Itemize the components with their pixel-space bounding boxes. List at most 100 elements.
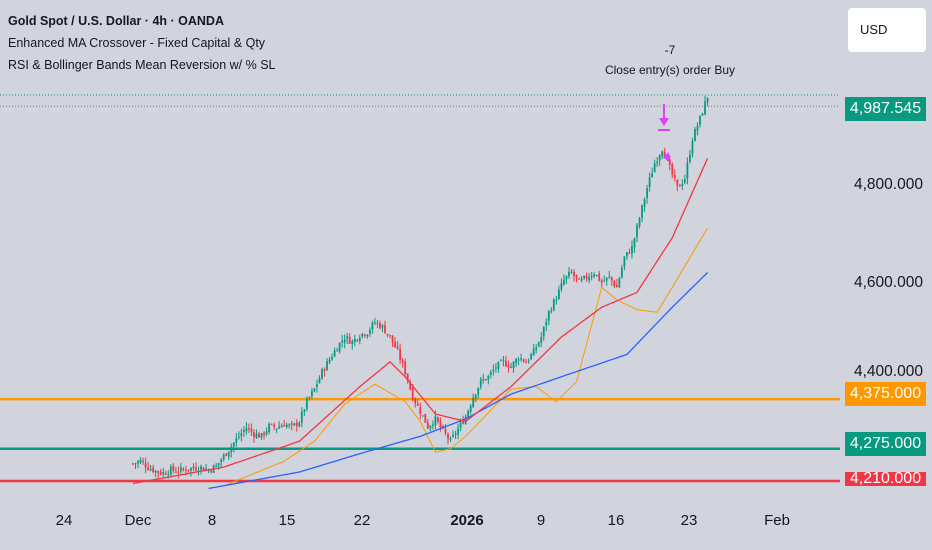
candle-body	[225, 453, 228, 456]
candle-body	[336, 350, 339, 352]
candle-body	[653, 163, 656, 173]
price-label: 4,800.000	[854, 176, 923, 193]
candle-body	[348, 336, 351, 344]
candle-body	[376, 322, 379, 324]
candle-body	[305, 398, 308, 410]
candle-body	[278, 426, 281, 429]
candle-body	[643, 199, 646, 207]
candle-body	[368, 330, 371, 334]
candle-body	[190, 467, 192, 471]
candle-body	[217, 462, 220, 466]
currency-selector[interactable]: USD	[848, 8, 926, 52]
candle-body	[409, 382, 412, 390]
candle-body	[505, 360, 507, 367]
candle-body	[555, 299, 558, 301]
candle-body	[298, 422, 301, 427]
candle-body	[474, 394, 477, 399]
candle-body	[525, 362, 528, 364]
candle-body	[668, 159, 671, 165]
candle-body	[200, 465, 202, 470]
candle-body	[396, 346, 399, 349]
current-price-tag: 4,987.545	[845, 97, 926, 121]
candle-body	[164, 473, 167, 475]
chart-canvas[interactable]	[0, 0, 840, 498]
time-label: Dec	[124, 512, 152, 529]
close-arrow-head	[659, 118, 669, 126]
candle-body	[273, 424, 276, 428]
candle-body	[174, 471, 177, 473]
candle-body	[414, 398, 417, 404]
indicator-ma-crossover[interactable]: Enhanced MA Crossover - Fixed Capital & …	[8, 36, 266, 50]
candle-body	[706, 97, 709, 103]
candle-body	[157, 471, 160, 473]
candle-body	[565, 276, 568, 280]
candle-body	[399, 349, 402, 360]
green-level-tag: 4,275.000	[845, 432, 926, 456]
red-level-tag: 4,210.000	[845, 472, 926, 486]
candle-body	[479, 379, 482, 387]
candle-body	[492, 369, 495, 372]
candle-body	[557, 289, 560, 300]
candle-body	[563, 279, 565, 285]
ma-fast-line	[132, 158, 709, 485]
candle-body	[154, 470, 157, 473]
time-label: 22	[353, 512, 371, 529]
candle-body	[595, 274, 598, 276]
candle-body	[477, 387, 480, 395]
candle-body	[253, 432, 255, 437]
candle-body	[260, 433, 263, 438]
candle-body	[162, 472, 165, 475]
candle-body	[240, 433, 243, 437]
candle-body	[661, 151, 664, 157]
candle-body	[683, 179, 686, 183]
entry-marker	[663, 152, 669, 162]
price-axis[interactable]: 4,800.000 4,600.000 4,400.000	[840, 0, 932, 498]
candle-body	[694, 129, 696, 142]
candle-body	[295, 422, 298, 426]
candle-body	[598, 273, 601, 281]
candle-body	[205, 468, 207, 470]
candle-body	[547, 310, 550, 321]
candle-body	[313, 388, 316, 392]
candle-body	[424, 413, 427, 423]
candle-body	[374, 322, 376, 324]
time-label: 23	[680, 512, 698, 529]
candle-body	[560, 283, 563, 290]
candle-body	[316, 384, 318, 388]
candle-body	[215, 465, 218, 467]
candle-body	[361, 333, 364, 337]
candle-body	[328, 359, 331, 363]
candle-body	[608, 276, 611, 278]
candle-body	[227, 451, 230, 457]
candle-body	[600, 280, 603, 283]
candle-body	[326, 361, 328, 371]
symbol-title[interactable]: Gold Spot / U.S. Dollar · 4h · OANDA	[8, 14, 224, 28]
candle-body	[633, 238, 636, 248]
candle-body	[137, 461, 139, 464]
candle-body	[338, 342, 341, 352]
candle-body	[321, 369, 323, 379]
candle-body	[222, 454, 225, 460]
candle-body	[167, 474, 170, 476]
chart-area[interactable]: Gold Spot / U.S. Dollar · 4h · OANDA Enh…	[0, 0, 840, 498]
time-label: 15	[278, 512, 296, 529]
candle-body	[489, 371, 492, 375]
candle-body	[580, 278, 583, 281]
time-axis[interactable]: 24 Dec 8 15 22 2026 9 16 23 Feb	[0, 498, 840, 550]
candle-body	[182, 468, 185, 470]
candle-body	[134, 463, 137, 465]
indicator-rsi-bollinger[interactable]: RSI & Bollinger Bands Mean Reversion w/ …	[8, 58, 276, 72]
candle-body	[426, 422, 429, 429]
price-label: 4,600.000	[854, 274, 923, 291]
candle-body	[318, 377, 321, 384]
ma-slow-line	[208, 272, 709, 490]
candle-body	[353, 338, 356, 343]
candle-body	[510, 367, 512, 369]
candle-body	[187, 469, 190, 471]
candle-body	[648, 177, 651, 188]
time-label: 24	[55, 512, 73, 529]
candle-body	[147, 467, 150, 470]
candle-body	[308, 397, 311, 399]
candle-body	[454, 434, 457, 436]
candle-body	[568, 272, 570, 277]
